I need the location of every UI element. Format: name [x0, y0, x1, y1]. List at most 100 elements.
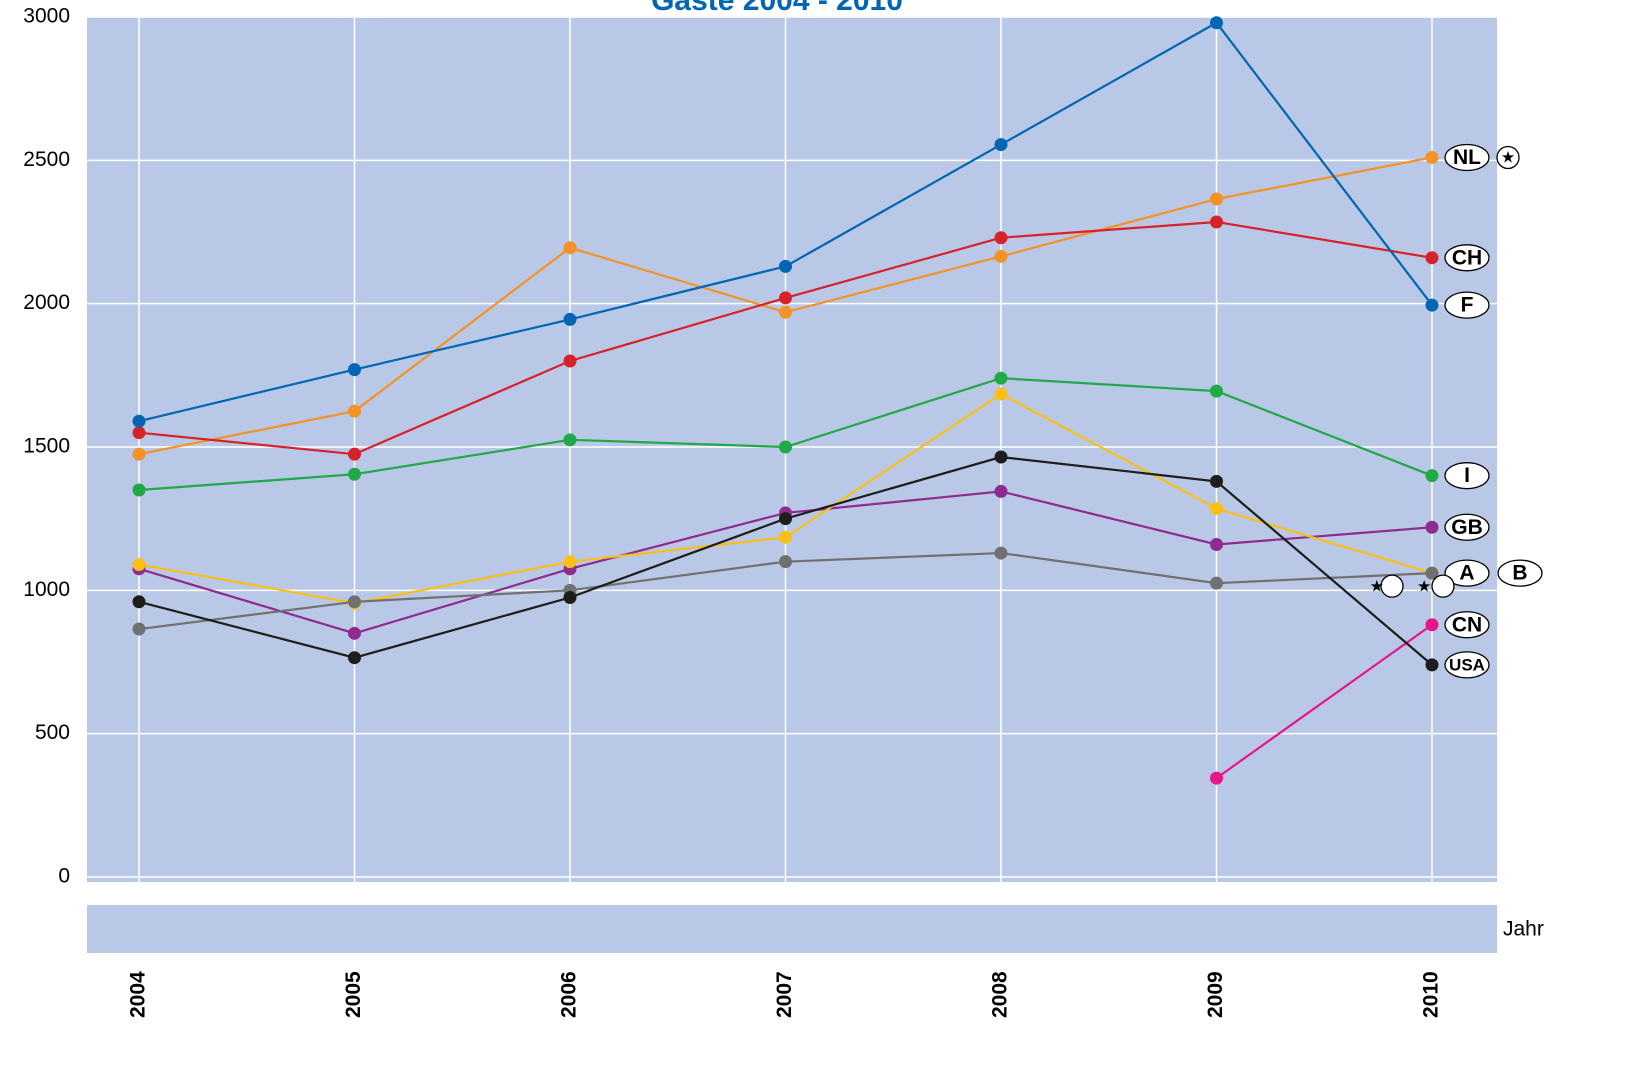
x-tick-label: 2006 — [558, 971, 581, 1018]
data-point — [348, 447, 361, 461]
data-point — [1210, 502, 1223, 516]
data-point — [563, 591, 577, 604]
data-point — [563, 433, 577, 447]
legend-oval — [1444, 244, 1490, 272]
data-point — [132, 558, 146, 572]
series-line — [1215, 623, 1433, 779]
data-point — [132, 483, 146, 497]
data-point — [132, 595, 146, 609]
legend-oval — [1444, 611, 1490, 639]
data-point — [994, 546, 1008, 560]
data-point — [779, 530, 792, 544]
legend-oval — [1444, 513, 1490, 541]
x-tick-label: 2009 — [1204, 971, 1227, 1018]
legend-oval — [1444, 462, 1490, 490]
legend-entry: B — [1497, 559, 1543, 587]
data-point — [348, 404, 361, 418]
data-point — [1210, 537, 1223, 551]
data-point — [1210, 771, 1223, 785]
y-tick-label: 3000 — [23, 5, 70, 28]
data-point — [994, 138, 1008, 152]
chart-title: Gäste 2004 - 2010 — [651, 0, 903, 17]
x-tick-label: 2010 — [1420, 971, 1443, 1018]
data-point — [1210, 192, 1223, 206]
data-point — [1425, 566, 1439, 580]
legend-entry: I — [1444, 462, 1490, 490]
data-point — [563, 555, 577, 569]
legend-entry: GB — [1444, 513, 1490, 541]
x-tick-label: 2004 — [127, 971, 150, 1018]
legend-label: F — [1461, 294, 1474, 317]
data-point — [132, 414, 146, 428]
y-tick-label: 0 — [58, 865, 70, 888]
data-point — [348, 651, 361, 665]
legend-label: NL — [1453, 146, 1481, 169]
y-tick-label: 1000 — [23, 578, 70, 601]
data-point — [1425, 469, 1439, 483]
data-point — [994, 231, 1008, 245]
data-point — [994, 450, 1008, 464]
data-point — [132, 622, 146, 636]
y-tick-label: 2500 — [23, 148, 70, 171]
data-point — [563, 312, 577, 326]
data-point — [1210, 474, 1223, 488]
data-point — [132, 447, 146, 461]
legend-entry: CN — [1444, 611, 1490, 639]
data-point — [779, 291, 792, 305]
legend-entry: F — [1444, 291, 1490, 319]
data-point — [1210, 576, 1223, 590]
x-tick-label: 2008 — [989, 971, 1012, 1018]
x-band — [87, 905, 1497, 953]
legend-oval — [1444, 143, 1490, 172]
data-point — [1210, 215, 1223, 229]
legend-oval — [1444, 559, 1490, 587]
data-point — [563, 241, 577, 255]
data-point — [348, 467, 361, 481]
data-point — [1210, 16, 1223, 30]
data-point — [563, 354, 577, 368]
y-tick-label: 500 — [35, 721, 70, 744]
y-tick-label: 2000 — [23, 291, 70, 314]
data-point — [1425, 298, 1439, 312]
legend-label: USA — [1449, 655, 1485, 674]
legend-label: CH — [1452, 246, 1482, 269]
data-point — [779, 305, 792, 319]
data-point — [994, 484, 1008, 498]
data-point — [1425, 150, 1439, 164]
data-point — [1425, 658, 1439, 672]
data-point — [1425, 251, 1439, 265]
annotation: ★ — [1501, 150, 1515, 167]
legend-oval — [1497, 559, 1543, 587]
data-point — [1425, 520, 1439, 534]
annotation-circle — [1496, 145, 1520, 170]
legend-entry: USA — [1444, 651, 1490, 679]
data-point — [779, 512, 792, 526]
legend-oval — [1444, 291, 1490, 319]
legend-oval — [1444, 651, 1490, 679]
data-point — [132, 426, 146, 440]
legend-label: CN — [1452, 613, 1482, 636]
legend-entry: CH — [1444, 244, 1490, 272]
legend-label: I — [1464, 464, 1470, 487]
data-point — [994, 371, 1008, 385]
data-point — [994, 387, 1008, 401]
x-axis-label: Jahr — [1503, 918, 1544, 941]
data-point — [779, 259, 792, 273]
annotation-circle — [1380, 574, 1404, 598]
x-tick-label: 2007 — [773, 971, 796, 1018]
data-point — [1425, 618, 1439, 632]
legend-label: B — [1512, 562, 1527, 585]
legend-entry: NL — [1444, 143, 1490, 172]
data-point — [779, 555, 792, 569]
data-point — [1210, 384, 1223, 398]
data-point — [348, 626, 361, 640]
annotation: ★★ — [1370, 578, 1465, 595]
plot-area — [87, 17, 1497, 882]
data-point — [348, 363, 361, 377]
legend-label: A — [1459, 562, 1474, 585]
y-tick-label: 1500 — [23, 435, 70, 458]
annotation-circle — [1431, 574, 1455, 598]
data-point — [348, 595, 361, 609]
legend-entry: A — [1444, 559, 1490, 587]
